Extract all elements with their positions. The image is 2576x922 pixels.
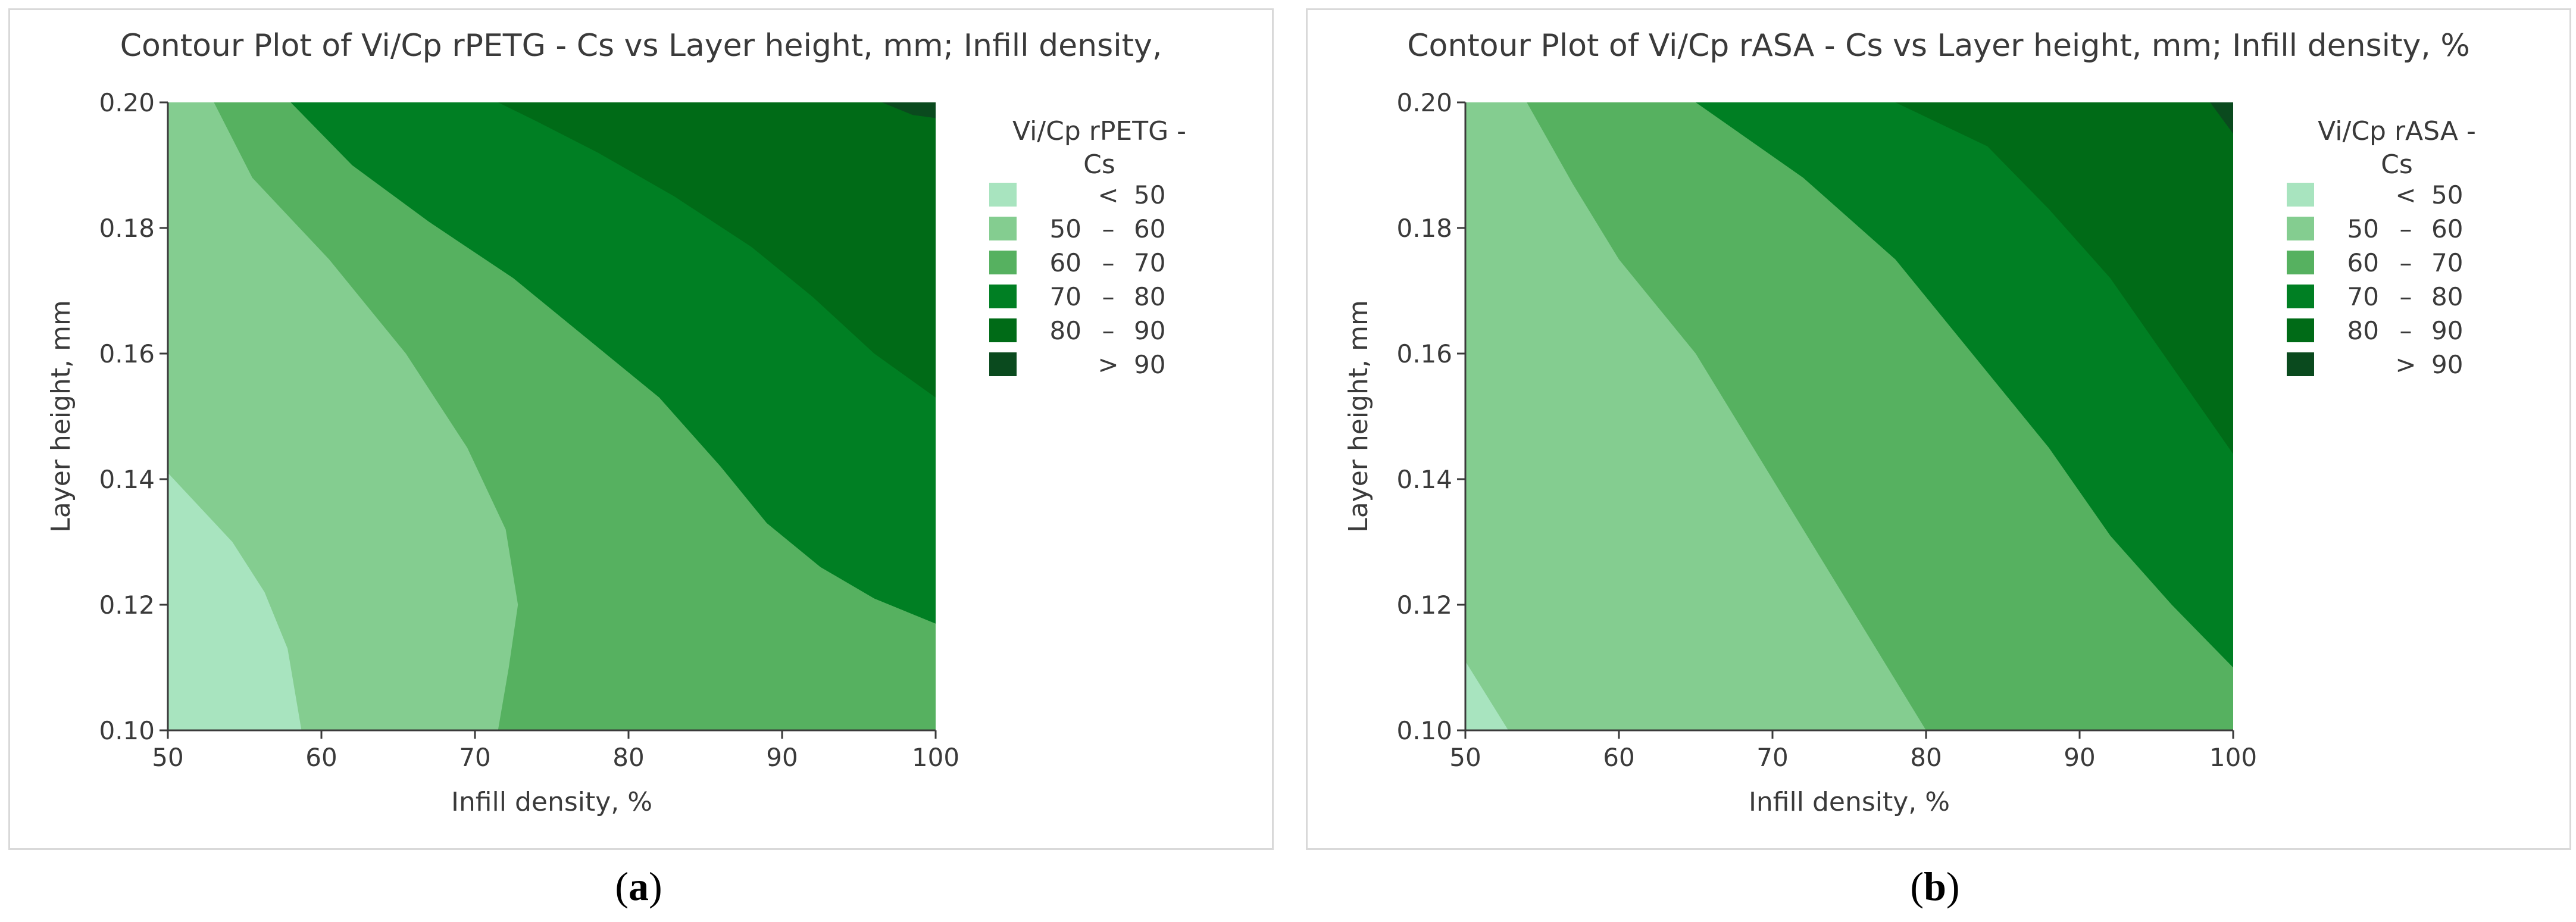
- legend-low: 50: [2347, 214, 2379, 243]
- x-tick-label: 90: [766, 743, 798, 772]
- x-tick-label: 80: [1910, 743, 1942, 772]
- x-tick-label: 90: [2064, 743, 2095, 772]
- legend-high: 70: [2431, 248, 2463, 277]
- y-axis-label: Layer height, mm: [46, 300, 76, 533]
- legend-title: Vi/Cp rPETG -: [1012, 116, 1186, 146]
- contour-panel-b: Contour Plot of Vi/Cp rASA - Cs vs Layer…: [1306, 8, 2571, 850]
- y-tick-label: 0.14: [99, 465, 155, 494]
- legend-swatch: [989, 318, 1017, 342]
- legend-sep: –: [1102, 316, 1115, 345]
- contour-regions: [168, 102, 936, 730]
- legend-sep: <: [2395, 180, 2416, 210]
- legend-swatch: [2287, 183, 2314, 207]
- legend-high: 60: [1134, 214, 1165, 243]
- y-tick-label: 0.18: [99, 214, 155, 243]
- legend-swatch: [2287, 318, 2314, 342]
- legend-low: 60: [2347, 248, 2379, 277]
- legend-title: Vi/Cp rASA -: [2318, 116, 2476, 146]
- y-tick-label: 0.10: [1396, 716, 1452, 745]
- legend-swatch: [2287, 352, 2314, 376]
- contour-region-gt90: [881, 102, 936, 118]
- legend-sep: –: [2400, 214, 2412, 243]
- y-axis-label: Layer height, mm: [1343, 300, 1374, 533]
- x-tick-label: 50: [1449, 743, 1481, 772]
- legend-sep: >: [2395, 350, 2416, 379]
- contour-panel-a: Contour Plot of Vi/Cp rPETG - Cs vs Laye…: [8, 8, 1274, 850]
- x-tick-label: 100: [2209, 743, 2257, 772]
- legend-high: 90: [1134, 350, 1165, 379]
- panel-label-a: (a): [615, 864, 662, 909]
- legend-sep: –: [2400, 282, 2412, 311]
- legend-sep: >: [1098, 350, 1118, 379]
- x-tick-label: 70: [459, 743, 490, 772]
- x-tick-label: 50: [152, 743, 183, 772]
- legend-high: 70: [1134, 248, 1165, 277]
- contour-region-r80_90: [1895, 102, 2233, 454]
- legend-high: 50: [1134, 180, 1165, 210]
- legend-swatch: [2287, 285, 2314, 308]
- legend-sep: –: [2400, 248, 2412, 277]
- legend-sep: –: [1102, 248, 1115, 277]
- legend-low: 70: [2347, 282, 2379, 311]
- legend-swatch: [989, 251, 1017, 274]
- x-tick-label: 80: [612, 743, 644, 772]
- x-tick-label: 60: [305, 743, 337, 772]
- legend-title: Cs: [1083, 149, 1115, 180]
- legend-sep: –: [1102, 214, 1115, 243]
- legend-swatch: [989, 352, 1017, 376]
- y-tick-label: 0.20: [1396, 88, 1452, 117]
- legend-high: 90: [1134, 316, 1165, 345]
- legend-low: 80: [1050, 316, 1081, 345]
- legend-low: 80: [2347, 316, 2379, 345]
- legend-high: 90: [2431, 316, 2463, 345]
- y-tick-label: 0.20: [99, 88, 155, 117]
- contour-region-r80_90: [498, 102, 936, 398]
- x-axis-label: Infill density, %: [451, 787, 652, 817]
- legend-low: 60: [1050, 248, 1081, 277]
- y-tick-label: 0.18: [1396, 214, 1452, 243]
- y-tick-label: 0.12: [99, 590, 155, 620]
- x-axis-label: Infill density, %: [1749, 787, 1950, 817]
- legend-swatch: [989, 217, 1017, 240]
- legend-high: 80: [1134, 282, 1165, 311]
- x-tick-label: 70: [1756, 743, 1788, 772]
- legend-high: 90: [2431, 350, 2463, 379]
- contour-chart-a: 50 60 70 80 90 100 0.10 0.12 0.14 0.16 0.18 0.20 Inf…: [46, 88, 1186, 817]
- legend-sep: –: [1102, 282, 1115, 311]
- x-tick-label: 100: [912, 743, 959, 772]
- y-tick-label: 0.12: [1396, 590, 1452, 620]
- contour-region-lt50: [168, 473, 302, 730]
- y-tick-label: 0.14: [1396, 465, 1452, 494]
- legend-high: 60: [2431, 214, 2463, 243]
- y-tick-label: 0.10: [99, 716, 155, 745]
- chart-title: Contour Plot of Vi/Cp rASA - Cs vs Layer…: [1407, 28, 2470, 64]
- legend-swatch: [2287, 217, 2314, 240]
- legend-low: 50: [1050, 214, 1081, 243]
- y-tick-label: 0.16: [99, 339, 155, 368]
- contour-chart-b: 50 60 70 80 90 100 0.10 0.12 0.14 0.16 0.18 0.20 Inf…: [1343, 88, 2476, 817]
- panel-label-b: (b): [1910, 864, 1960, 909]
- legend-low: 70: [1050, 282, 1081, 311]
- x-tick-label: 60: [1603, 743, 1634, 772]
- legend-sep: –: [2400, 316, 2412, 345]
- legend-high: 50: [2431, 180, 2463, 210]
- legend-high: 80: [2431, 282, 2463, 311]
- contour-regions: [1465, 102, 2233, 730]
- y-tick-label: 0.16: [1396, 339, 1452, 368]
- legend-swatch: [989, 183, 1017, 207]
- legend-swatch: [989, 285, 1017, 308]
- legend-swatch: [2287, 251, 2314, 274]
- legend-sep: <: [1098, 180, 1118, 210]
- chart-title: Contour Plot of Vi/Cp rPETG - Cs vs Laye…: [120, 28, 1162, 64]
- legend-title: Cs: [2381, 149, 2413, 180]
